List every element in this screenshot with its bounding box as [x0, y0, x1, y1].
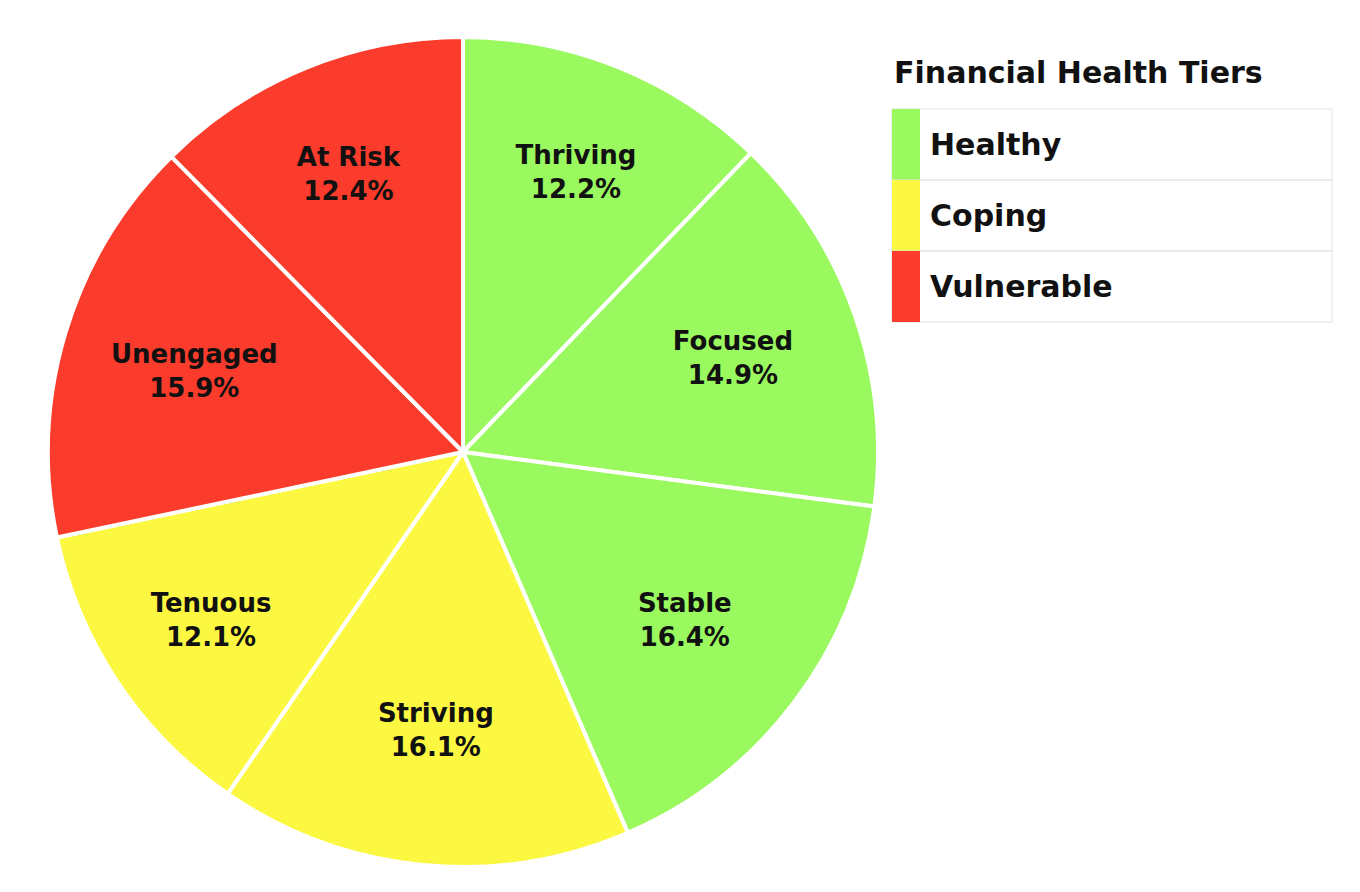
svg-text:Stable16.4%: Stable16.4% — [638, 588, 732, 652]
svg-text:Striving16.1%: Striving16.1% — [378, 698, 494, 762]
svg-text:Focused14.9%: Focused14.9% — [673, 326, 793, 390]
svg-text:At Risk12.4%: At Risk12.4% — [297, 142, 401, 206]
svg-text:Coping: Coping — [930, 198, 1047, 233]
svg-text:Financial Health Tiers: Financial Health Tiers — [894, 55, 1263, 90]
svg-text:Vulnerable: Vulnerable — [930, 269, 1113, 304]
svg-text:Tenuous12.1%: Tenuous12.1% — [151, 588, 272, 652]
svg-text:Unengaged15.9%: Unengaged15.9% — [111, 339, 278, 403]
svg-text:Healthy: Healthy — [930, 127, 1062, 162]
svg-text:Thriving12.2%: Thriving12.2% — [515, 140, 636, 204]
